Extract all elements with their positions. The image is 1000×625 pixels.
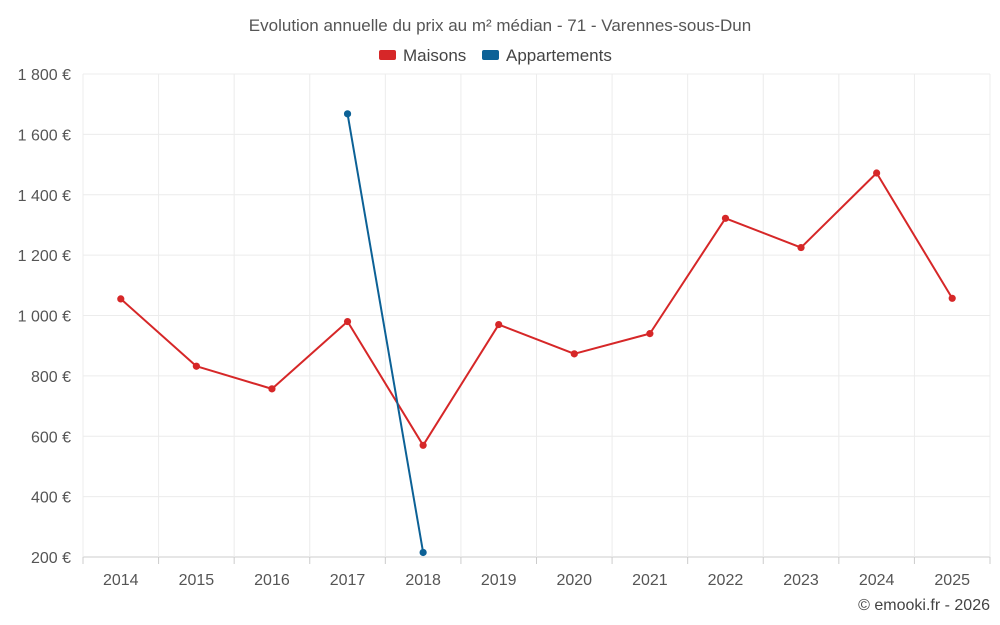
data-point-maisons-2019[interactable] [495,320,503,329]
chart-title: Evolution annuelle du prix au m² médian … [249,16,751,35]
y-tick-label-1200: 1 200 € [18,248,71,265]
y-tick-label-800: 800 € [31,369,71,386]
y-tick-label-600: 600 € [31,429,71,446]
y-tick-label-1600: 1 600 € [18,127,71,144]
data-point-maisons-2020[interactable] [570,350,578,358]
y-tick-label-1800: 1 800 € [18,67,71,84]
legend-label-maisons: Maisons [403,46,466,65]
data-point-maisons-2021[interactable] [646,330,654,338]
y-tick-label-200: 200 € [31,550,71,567]
y-tick-label-1400: 1 400 € [18,188,71,205]
data-point-appartements-2017[interactable] [343,110,352,118]
data-point-maisons-2024[interactable] [873,169,881,177]
x-tick-label-2015: 2015 [179,572,215,589]
x-tick-label-2022: 2022 [708,572,744,589]
series-maisons [117,169,956,449]
legend: Maisons Appartements [379,46,612,65]
legend-item-maisons[interactable]: Maisons [379,46,466,65]
series [117,110,956,557]
data-point-maisons-2017[interactable] [343,317,352,326]
data-point-maisons-2018[interactable] [419,441,427,449]
legend-swatch-appartements [482,50,499,60]
x-tick-label-2019: 2019 [481,572,517,589]
x-axis-ticks: 2014 2015 2016 2017 2018 2019 2020 2021 2022 2023… [103,572,970,589]
x-tick-label-2025: 2025 [934,572,970,589]
x-tick-label-2014: 2014 [103,572,139,589]
data-point-appartements-2018[interactable] [419,548,427,557]
x-tick-label-2023: 2023 [783,572,819,589]
x-tick-label-2024: 2024 [859,572,895,589]
x-tick-label-2018: 2018 [405,572,441,589]
credit-text: © emooki.fr - 2026 [858,597,990,614]
y-axis-ticks: 200 € 400 € 600 € 800 € 1 000 € 1 200 € 1 400 … [18,67,71,567]
data-point-maisons-2014[interactable] [117,295,125,303]
x-tick-label-2020: 2020 [556,572,592,589]
y-tick-label-400: 400 € [31,490,71,507]
legend-item-appartements[interactable]: Appartements [482,46,612,65]
series-line-appartements [346,113,425,553]
data-point-maisons-2022[interactable] [721,214,730,222]
series-line-maisons [120,172,954,447]
data-point-maisons-2025[interactable] [948,294,956,302]
legend-swatch-maisons [379,50,396,60]
data-point-maisons-2015[interactable] [192,362,200,370]
grid [82,73,991,564]
x-tick-label-2017: 2017 [330,572,366,589]
x-tick-label-2016: 2016 [254,572,290,589]
y-tick-label-1000: 1 000 € [18,309,71,326]
data-point-maisons-2016[interactable] [268,385,276,393]
x-tick-label-2021: 2021 [632,572,668,589]
legend-label-appartements: Appartements [506,46,612,65]
data-point-maisons-2023[interactable] [797,243,805,252]
series-appartements [343,110,427,557]
